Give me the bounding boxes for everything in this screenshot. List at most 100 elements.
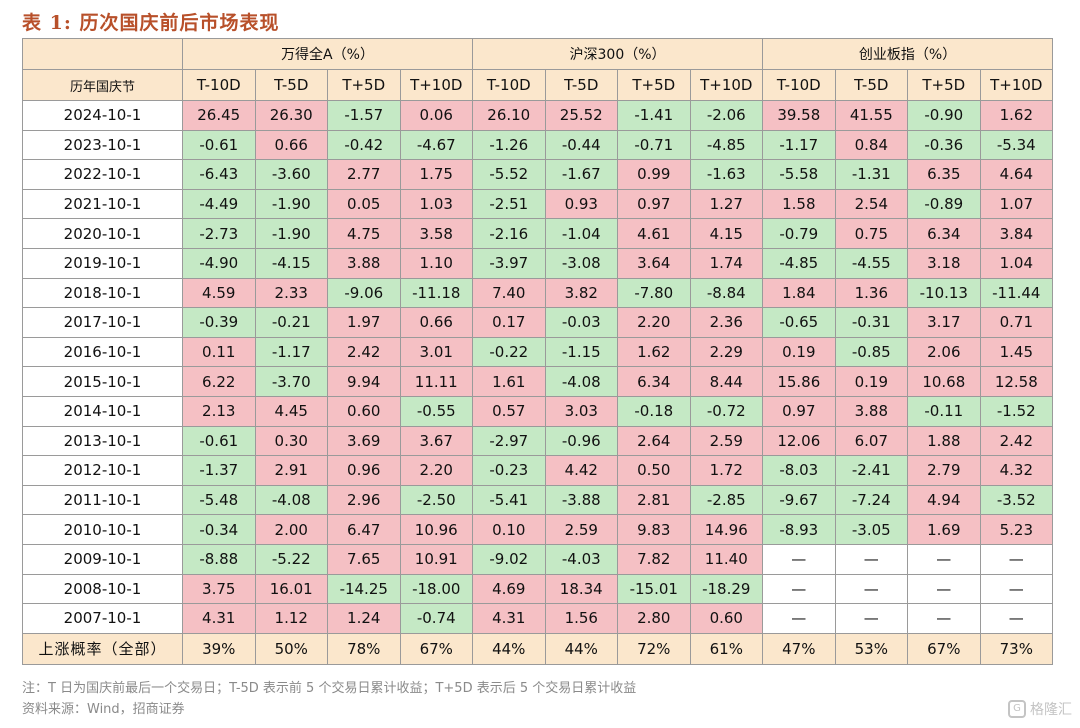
value-cell: 1.03 [399,188,474,220]
value-cell: — [762,543,836,575]
value-cell: -1.04 [544,218,619,249]
value-cell: 1.04 [979,247,1054,279]
row-date: 2014-10-1 [22,395,183,427]
group-header-csi300: 沪深300（%） [472,38,764,70]
value-cell: 2.80 [617,603,691,634]
value-cell: 0.66 [254,129,328,161]
subcolumn-header: T-5D [834,69,909,101]
value-cell: -9.67 [762,484,836,516]
value-cell: 4.94 [907,484,981,516]
value-cell: 4.31 [472,603,546,634]
value-cell: -15.01 [617,573,691,605]
value-cell: -1.52 [979,395,1054,427]
row-date: 2019-10-1 [22,247,183,279]
value-cell: -4.08 [544,366,619,397]
value-cell: 7.40 [472,277,546,309]
value-cell: 2.79 [907,455,981,486]
value-cell: 1.12 [254,603,328,634]
subcolumn-header: T+5D [617,69,691,101]
subcolumn-header: T+10D [689,69,764,101]
value-cell: 3.17 [907,307,981,338]
value-cell: -9.06 [327,277,401,309]
value-cell: -4.03 [544,543,619,575]
value-cell: 4.75 [327,218,401,249]
value-cell: — [907,543,981,575]
value-cell: 11.40 [689,543,764,575]
value-cell: 1.84 [762,277,836,309]
value-cell: 1.10 [399,247,474,279]
value-cell: 2.59 [544,514,619,545]
subcolumn-header: T-10D [182,69,256,101]
value-cell: -0.85 [834,336,909,368]
value-cell: 6.47 [327,514,401,545]
table-row: 2015-10-1 6.22 -3.70 9.94 11.11 1.61 -4.08 6.34… [22,366,1054,397]
value-cell: -3.88 [544,484,619,516]
market-performance-table: 万得全A（%） 沪深300（%） 创业板指（%） 历年国庆节 T-10D T-5D… [22,38,1054,665]
row-date: 2023-10-1 [22,129,183,161]
subcolumn-header: T+10D [399,69,474,101]
row-date: 2009-10-1 [22,543,183,575]
row-date: 2011-10-1 [22,484,183,516]
value-cell: 0.50 [617,455,691,486]
value-cell: -1.37 [182,455,256,486]
value-cell: -4.49 [182,188,256,220]
table-row: 2021-10-1 -4.49 -1.90 0.05 1.03 -2.51 0.93 0.97… [22,188,1054,220]
value-cell: 0.99 [617,159,691,190]
value-cell: — [834,603,909,634]
value-cell: 0.11 [182,336,256,368]
value-cell: 12.06 [762,425,836,457]
value-cell: -11.18 [399,277,474,309]
value-cell: 4.32 [979,455,1054,486]
value-cell: -0.21 [254,307,328,338]
probability-cell: 67% [907,632,981,665]
value-cell: -0.89 [907,188,981,220]
value-cell: 2.33 [254,277,328,309]
value-cell: 4.64 [979,159,1054,190]
table-row: 2011-10-1 -5.48 -4.08 2.96 -2.50 -5.41 -3.88 2.… [22,484,1054,516]
value-cell: 26.30 [254,100,328,131]
value-cell: -4.15 [254,247,328,279]
value-cell: 0.57 [472,395,546,427]
value-cell: 0.30 [254,425,328,457]
value-cell: — [834,543,909,575]
value-cell: 2.20 [617,307,691,338]
value-cell: 0.10 [472,514,546,545]
value-cell: -0.44 [544,129,619,161]
value-cell: 3.58 [399,218,474,249]
probability-cell: 72% [617,632,691,665]
value-cell: 0.60 [689,603,764,634]
table-title: 表 1: 历次国庆前后市场表现 [22,12,280,34]
row-date: 2022-10-1 [22,159,183,190]
value-cell: — [907,603,981,634]
value-cell: -2.97 [472,425,546,457]
value-cell: -0.03 [544,307,619,338]
watermark: G 格隆汇 [1008,699,1072,719]
source-note: 资料来源：Wind，招商证券 [22,702,185,717]
value-cell: 0.19 [834,366,909,397]
row-date: 2010-10-1 [22,514,183,545]
row-date: 2021-10-1 [22,188,183,220]
value-cell: -0.34 [182,514,256,545]
value-cell: 0.66 [399,307,474,338]
row-date: 2012-10-1 [22,455,183,486]
row-date: 2015-10-1 [22,366,183,397]
subcolumn-header: T-10D [762,69,836,101]
value-cell: -8.03 [762,455,836,486]
value-cell: -2.41 [834,455,909,486]
value-cell: 2.00 [254,514,328,545]
value-cell: -4.55 [834,247,909,279]
row-date: 2020-10-1 [22,218,183,249]
row-date: 2016-10-1 [22,336,183,368]
value-cell: -0.55 [399,395,474,427]
row-date: 2024-10-1 [22,100,183,131]
subcolumn-header: T-5D [544,69,619,101]
value-cell: 4.61 [617,218,691,249]
value-cell: 1.27 [689,188,764,220]
value-cell: -3.05 [834,514,909,545]
value-cell: -3.52 [979,484,1054,516]
value-cell: -0.11 [907,395,981,427]
subcolumn-header: T+10D [979,69,1054,101]
value-cell: 4.42 [544,455,619,486]
value-cell: -5.48 [182,484,256,516]
value-cell: 1.75 [399,159,474,190]
